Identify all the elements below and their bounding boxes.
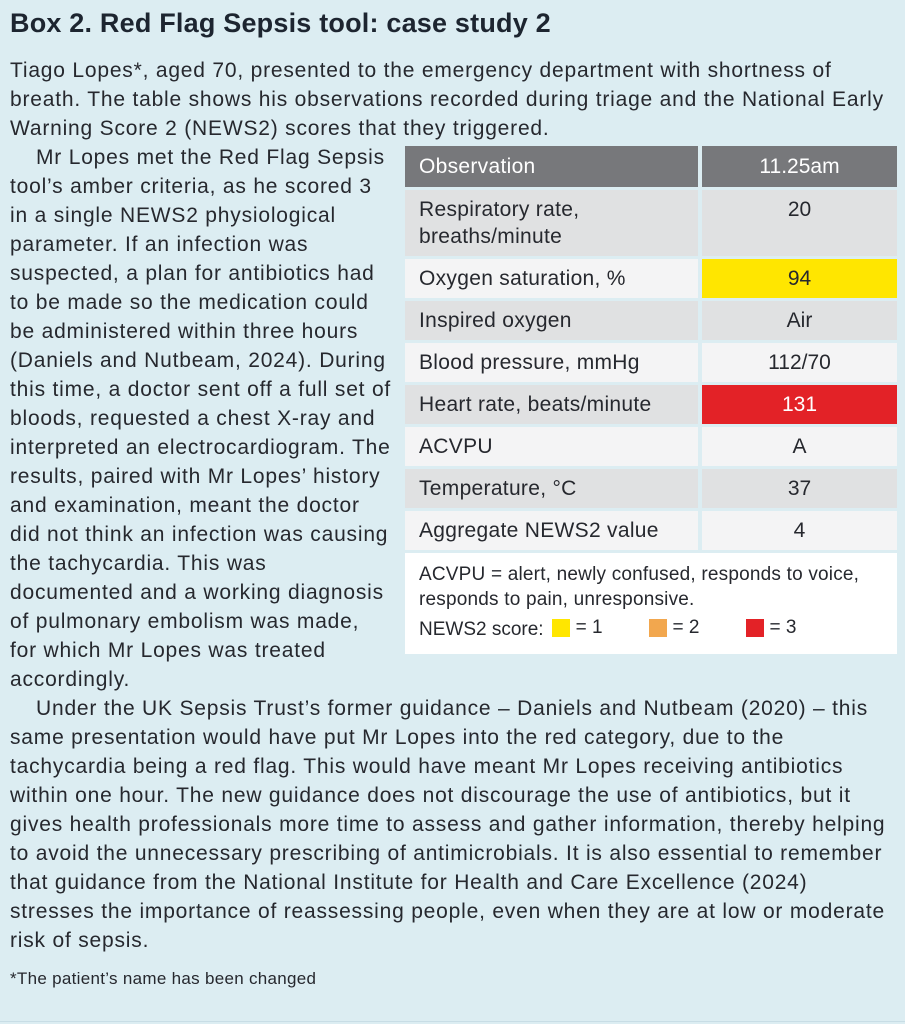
observation-label: Heart rate, beats/minute — [405, 385, 698, 424]
observation-value: 112/70 — [702, 343, 897, 382]
table-row: Inspired oxygen Air — [405, 301, 897, 340]
intro-paragraph: Tiago Lopes*, aged 70, presented to the … — [10, 59, 884, 140]
observation-value: 37 — [702, 469, 897, 508]
table-footnote-block: ACVPU = alert, newly confused, responds … — [405, 553, 897, 654]
observation-value: 94 — [702, 259, 897, 298]
observation-label: Temperature, °C — [405, 469, 698, 508]
page-title: Box 2. Red Flag Sepsis tool: case study … — [10, 8, 551, 38]
observation-label: Blood pressure, mmHg — [405, 343, 698, 382]
table-header-time: 11.25am — [702, 146, 897, 187]
table-row: Oxygen saturation, % 94 — [405, 259, 897, 298]
observation-label: Oxygen saturation, % — [405, 259, 698, 298]
legend-score-text: = 3 — [769, 617, 797, 638]
news2-legend-items: = 1 = 2 = 3 — [544, 615, 797, 644]
observation-value: Air — [702, 301, 897, 340]
patient-name-footnote: *The patient’s name has been changed — [10, 969, 317, 988]
news2-legend-item: = 3 — [745, 615, 797, 640]
news2-legend-label: NEWS2 score: — [419, 618, 544, 640]
table-row: Heart rate, beats/minute 131 — [405, 385, 897, 424]
news2-legend-item: = 2 — [648, 615, 700, 640]
observations-table-grid: Observation 11.25am Respiratory rate, br… — [405, 146, 897, 550]
table-header-observation: Observation — [405, 146, 698, 187]
table-header-row: Observation 11.25am — [405, 146, 897, 187]
legend-color-swatch-icon — [745, 618, 764, 637]
legend-score-text: = 2 — [672, 617, 700, 638]
observation-label: Respiratory rate, breaths/minute — [405, 190, 698, 256]
observation-value: 4 — [702, 511, 897, 550]
observation-value: A — [702, 427, 897, 466]
table-row: Blood pressure, mmHg 112/70 — [405, 343, 897, 382]
observations-table: Observation 11.25am Respiratory rate, br… — [400, 146, 897, 654]
case-paragraph-2: Under the UK Sepsis Trust’s former guida… — [10, 697, 886, 952]
table-row: Aggregate NEWS2 value 4 — [405, 511, 897, 550]
observation-value: 20 — [702, 190, 897, 256]
text-flow: Observation 11.25am Respiratory rate, br… — [10, 143, 897, 955]
table-row: ACVPU A — [405, 427, 897, 466]
observations-table-rows: Respiratory rate, breaths/minute 20 Oxyg… — [405, 190, 897, 550]
legend-color-swatch-icon — [551, 618, 570, 637]
observation-value: 131 — [702, 385, 897, 424]
legend-score-text: = 1 — [575, 617, 603, 638]
news2-legend-item: = 1 — [551, 615, 603, 640]
acvpu-definition: ACVPU = alert, newly confused, responds … — [419, 564, 860, 610]
observation-label: ACVPU — [405, 427, 698, 466]
legend-color-swatch-icon — [648, 618, 667, 637]
observation-label: Inspired oxygen — [405, 301, 698, 340]
table-row: Temperature, °C 37 — [405, 469, 897, 508]
case-paragraph-1: Mr Lopes met the Red Flag Sepsis tool’s … — [10, 146, 392, 691]
table-row: Respiratory rate, breaths/minute 20 — [405, 190, 897, 256]
bottom-divider — [0, 1021, 905, 1022]
observation-label: Aggregate NEWS2 value — [405, 511, 698, 550]
news2-legend: NEWS2 score: = 1 = 2 = 3 — [419, 615, 883, 644]
